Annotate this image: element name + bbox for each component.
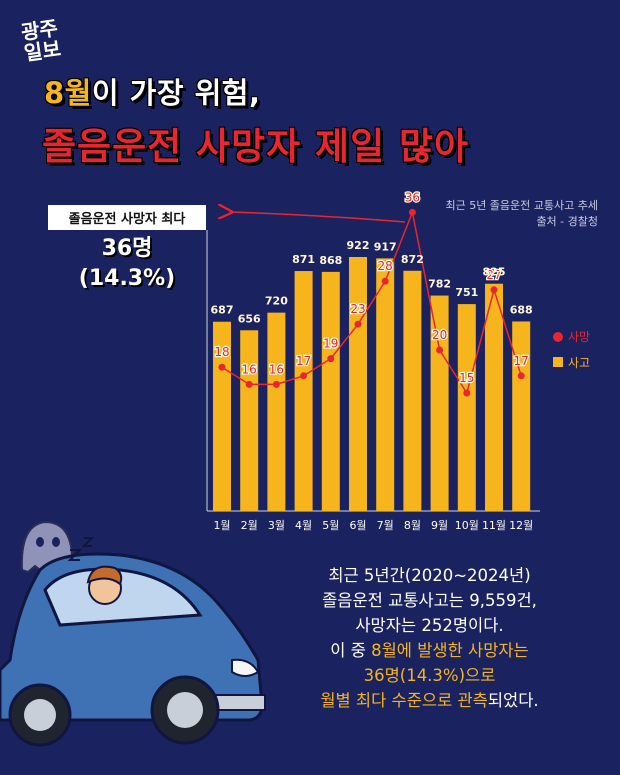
x-tick-label-2: 2월 — [241, 519, 258, 532]
bar-accidents-8 — [403, 270, 422, 511]
bar-accidents-5 — [321, 271, 340, 511]
bar-label-11: 825 — [483, 266, 506, 279]
x-tick-label-5: 5월 — [322, 519, 339, 532]
deaths-point-6 — [354, 320, 362, 328]
x-tick-label-7: 7월 — [377, 519, 394, 532]
source-line1: 최근 5년 졸음운전 교통사고 추세 — [445, 199, 598, 212]
car-window — [43, 567, 203, 627]
bar-accidents-11 — [485, 283, 503, 511]
legend-deaths-marker — [553, 332, 563, 342]
x-tick-label-9: 9월 — [431, 519, 448, 532]
deaths-point-5 — [327, 355, 335, 363]
deaths-point-7 — [381, 277, 389, 285]
bar-accidents-2 — [240, 330, 259, 511]
summary-line6-post: 되었다. — [487, 691, 539, 710]
summary-line6-highlight: 월별 최다 수준으로 관측 — [320, 691, 488, 710]
legend-accidents-marker — [553, 357, 563, 367]
summary-line4-highlight: 8월에 발생한 사망자는 — [371, 641, 529, 660]
summary-line6: 월별 최다 수준으로 관측되었다. — [262, 688, 597, 713]
bar-accidents-6 — [349, 257, 367, 511]
bar-label-8: 872 — [401, 253, 424, 266]
car-illustration — [0, 520, 266, 747]
summary-line3: 사망자는 252명이다. — [355, 616, 504, 635]
headline-rest: 이 가장 위험, — [91, 76, 261, 110]
deaths-label-3: 16 — [269, 362, 284, 376]
deaths-label-2: 16 — [242, 362, 257, 376]
deaths-line — [221, 209, 522, 395]
legend-accidents-label: 사고 — [568, 356, 590, 370]
bar-label-9: 782 — [428, 278, 451, 291]
x-tick-label-1: 1월 — [213, 519, 230, 532]
callout-label: 졸음운전 사망자 최다 — [48, 205, 206, 230]
summary-text: 최근 5년간(2020~2024년) 졸음운전 교통사고는 9,559건, 사망… — [262, 563, 597, 713]
deaths-point-8 — [408, 208, 416, 216]
driver-hair — [86, 565, 123, 586]
x-tick-label-4: 4월 — [295, 519, 312, 532]
deaths-point-4 — [300, 372, 308, 380]
bar-label-5: 868 — [319, 254, 342, 267]
bar-accidents-3 — [267, 312, 286, 511]
bar-accidents-1 — [213, 321, 231, 511]
callout-value: 36명 — [101, 236, 153, 261]
x-tick-label-8: 8월 — [404, 519, 421, 532]
deaths-point-12 — [517, 372, 525, 380]
deaths-point-3 — [272, 380, 280, 388]
deaths-label-1: 18 — [214, 345, 229, 359]
deaths-label-4: 17 — [296, 354, 311, 368]
summary-line1: 최근 5년간(2020~2024년) — [328, 566, 531, 585]
deaths-point-9 — [436, 346, 444, 354]
bar-label-6: 922 — [347, 239, 370, 252]
sleep-z-icon — [67, 537, 95, 561]
headline-line2: 졸음운전 사망자 제일 많아 — [42, 125, 470, 168]
summary-line4: 이 중 8월에 발생한 사망자는 — [262, 638, 597, 663]
bar-label-1: 687 — [211, 304, 234, 317]
x-tick-label-11: 11월 — [482, 519, 506, 532]
summary-line5: 36명(14.3%)으로 — [363, 666, 496, 685]
callout-value-block: 36명 (14.3%) — [48, 234, 206, 294]
deaths-label-10: 15 — [459, 371, 474, 385]
headline-highlight: 8월 — [44, 76, 92, 110]
deaths-label-11: 27 — [486, 268, 501, 282]
x-tick-label-3: 3월 — [268, 519, 285, 532]
chart-source: 최근 5년 졸음운전 교통사고 추세 출처 - 경찰청 — [445, 198, 598, 230]
headline-line1: 8월이 가장 위험, — [44, 70, 260, 112]
x-tick-label-10: 10월 — [455, 519, 479, 532]
car-headlight — [231, 658, 260, 677]
bar-label-2: 656 — [238, 312, 261, 325]
bar-accidents-9 — [430, 295, 449, 511]
deaths-label-6: 23 — [350, 302, 365, 316]
deaths-label-8: 36 — [405, 190, 420, 204]
deaths-label-5: 19 — [323, 337, 338, 351]
deaths-label-12: 17 — [514, 354, 529, 368]
monthly-chart: 18 16 16 17 19 23 28 36 20 15 27 17 687 1월 656 2월 720 3월… — [206, 189, 590, 532]
deaths-point-1 — [218, 363, 226, 371]
deaths-point-2 — [245, 380, 253, 388]
x-tick-label-12: 12월 — [509, 519, 533, 532]
summary-line2: 졸음운전 교통사고는 9,559건, — [322, 591, 537, 610]
bar-accidents-4 — [294, 271, 313, 511]
bar-label-10: 751 — [455, 286, 478, 299]
source-line2: 출처 - 경찰청 — [536, 215, 598, 228]
callout-arrow — [230, 212, 406, 223]
deaths-label-7: 28 — [378, 259, 393, 273]
x-tick-label-6: 6월 — [349, 519, 366, 532]
callout-percent: (14.3%) — [78, 266, 176, 291]
bar-accidents-12 — [512, 321, 531, 511]
bar-label-7: 917 — [374, 240, 397, 253]
deaths-label-9: 20 — [432, 328, 447, 342]
legend-deaths-label: 사망 — [568, 330, 590, 344]
bar-label-3: 720 — [265, 295, 288, 308]
bar-label-4: 871 — [292, 253, 315, 266]
bar-accidents-10 — [457, 304, 476, 511]
bar-accidents-7 — [376, 258, 395, 511]
deaths-point-11 — [490, 286, 498, 294]
bar-label-12: 688 — [510, 303, 533, 316]
summary-line4-pre: 이 중 — [330, 641, 372, 660]
deaths-point-10 — [463, 389, 471, 397]
